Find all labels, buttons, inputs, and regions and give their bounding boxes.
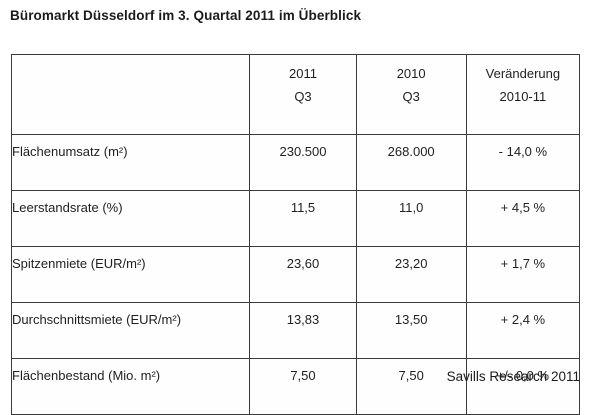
value-2010: 23,20 [355, 246, 467, 303]
market-overview-table: 2011 Q3 2010 Q3 Veränderung 2010-11 Fläc… [10, 54, 581, 415]
header-change-period: 2010-11 [499, 89, 547, 104]
table-row: Leerstandsrate (%) 11,5 11,0 + 4,5 % [10, 190, 581, 247]
header-2011-year: 2011 [289, 66, 317, 81]
table-row: Durchschnittsmiete (EUR/m²) 13,83 13,50 … [10, 302, 581, 359]
value-2010: 7,50 [355, 358, 467, 415]
row-label: Spitzenmiete (EUR/m²) [10, 246, 251, 303]
table-row: Flächenbestand (Mio. m²) 7,50 7,50 +/- 0… [10, 358, 581, 415]
header-row: 2011 Q3 2010 Q3 Veränderung 2010-11 [10, 54, 581, 135]
row-label: Flächenumsatz (m²) [10, 134, 251, 191]
value-2010: 13,50 [355, 302, 467, 359]
value-2011: 23,60 [249, 246, 357, 303]
header-2010-quarter: Q3 [402, 89, 420, 104]
table-row: Spitzenmiete (EUR/m²) 23,60 23,20 + 1,7 … [10, 246, 581, 303]
header-change: Veränderung 2010-11 [465, 54, 581, 135]
value-change: + 1,7 % [465, 246, 581, 303]
value-change: - 14,0 % [465, 134, 581, 191]
value-change: + 4,5 % [465, 190, 581, 247]
header-change-title: Veränderung [485, 66, 561, 81]
source-credit: Savills Research 2011 [446, 369, 580, 384]
header-empty-cell [10, 54, 251, 135]
value-change: +/- 0,0 % [465, 358, 581, 415]
header-2011-q3: 2011 Q3 [249, 54, 357, 135]
value-change: + 2,4 % [465, 302, 581, 359]
value-2010: 268.000 [355, 134, 467, 191]
table-row: Flächenumsatz (m²) 230.500 268.000 - 14,… [10, 134, 581, 191]
page-title: Büromarkt Düsseldorf im 3. Quartal 2011 … [10, 8, 362, 23]
value-2011: 13,83 [249, 302, 357, 359]
row-label: Flächenbestand (Mio. m²) [10, 358, 251, 415]
value-2010: 11,0 [355, 190, 467, 247]
header-2010-q3: 2010 Q3 [355, 54, 467, 135]
header-2011-quarter: Q3 [294, 89, 312, 104]
value-2011: 230.500 [249, 134, 357, 191]
row-label: Durchschnittsmiete (EUR/m²) [10, 302, 251, 359]
value-2011: 7,50 [249, 358, 357, 415]
header-2010-year: 2010 [396, 66, 426, 81]
row-label: Leerstandsrate (%) [10, 190, 251, 247]
value-2011: 11,5 [249, 190, 357, 247]
